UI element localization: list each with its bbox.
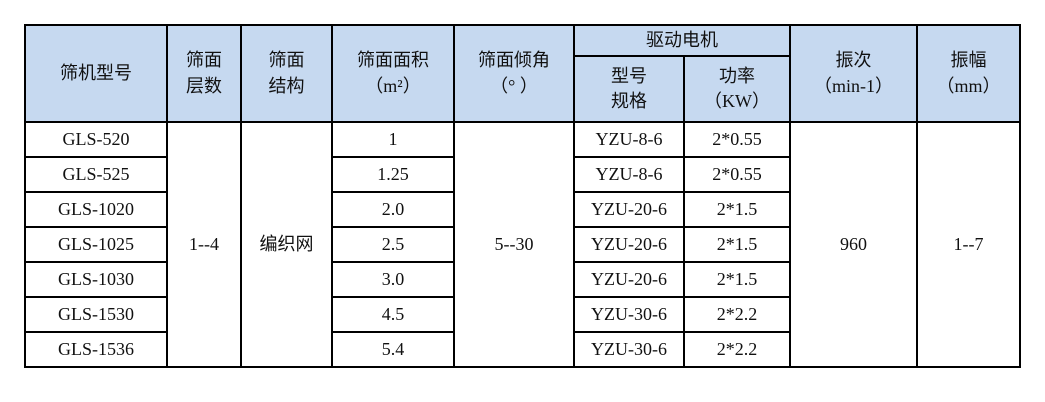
cell-frequency: 960 (789, 121, 918, 368)
cell-motor-model: YZU-8-6 (573, 121, 685, 158)
cell-area: 3.0 (331, 261, 455, 298)
header-area: 筛面面积 （m²） (331, 24, 455, 123)
cell-motor-model: YZU-20-6 (573, 261, 685, 298)
cell-angle: 5--30 (453, 121, 575, 368)
header-amplitude: 振幅 （mm） (916, 24, 1021, 123)
cell-motor-power: 2*1.5 (683, 191, 791, 228)
header-motor-power: 功率 （KW） (683, 55, 791, 123)
cell-model: GLS-1020 (24, 191, 168, 228)
cell-model: GLS-1025 (24, 226, 168, 263)
cell-motor-model: YZU-20-6 (573, 226, 685, 263)
cell-area: 1.25 (331, 156, 455, 193)
header-structure: 筛面 结构 (240, 24, 333, 123)
cell-area: 4.5 (331, 296, 455, 333)
cell-motor-power: 2*2.2 (683, 331, 791, 368)
cell-area: 1 (331, 121, 455, 158)
cell-motor-power: 2*0.55 (683, 121, 791, 158)
cell-amplitude: 1--7 (916, 121, 1021, 368)
cell-motor-power: 2*2.2 (683, 296, 791, 333)
cell-layers: 1--4 (166, 121, 242, 368)
header-motor-model: 型号 规格 (573, 55, 685, 123)
cell-model: GLS-1530 (24, 296, 168, 333)
cell-model: GLS-1030 (24, 261, 168, 298)
cell-area: 5.4 (331, 331, 455, 368)
cell-motor-model: YZU-8-6 (573, 156, 685, 193)
cell-model: GLS-525 (24, 156, 168, 193)
table-row: GLS-1020 2.0 YZU-20-6 2*1.5 (24, 191, 1020, 228)
cell-motor-model: YZU-30-6 (573, 296, 685, 333)
table-row: GLS-525 1.25 YZU-8-6 2*0.55 (24, 156, 1020, 193)
header-angle: 筛面倾角 （° ） (453, 24, 575, 123)
cell-area: 2.0 (331, 191, 455, 228)
table-row: GLS-1030 3.0 YZU-20-6 2*1.5 (24, 261, 1020, 298)
header-frequency: 振次 （min-1） (789, 24, 918, 123)
header-layers: 筛面 层数 (166, 24, 242, 123)
table-row: GLS-1025 2.5 YZU-20-6 2*1.5 (24, 226, 1020, 263)
cell-motor-model: YZU-20-6 (573, 191, 685, 228)
table-row: GLS-1536 5.4 YZU-30-6 2*2.2 (24, 331, 1020, 368)
cell-motor-model: YZU-30-6 (573, 331, 685, 368)
cell-motor-power: 2*1.5 (683, 226, 791, 263)
cell-motor-power: 2*0.55 (683, 156, 791, 193)
cell-model: GLS-520 (24, 121, 168, 158)
table-row: GLS-520 1--4 编织网 1 5--30 YZU-8-6 2*0.55 960 1--7 (24, 121, 1021, 368)
header-motor: 驱动电机 (573, 24, 791, 57)
header-model: 筛机型号 (24, 24, 168, 123)
cell-motor-power: 2*1.5 (683, 261, 791, 298)
screen-spec-table: 筛机型号 筛面 层数 筛面 结构 筛面面积 （m²） 筛面倾角 （° ） 驱动电机 振次… (24, 24, 1021, 368)
cell-structure: 编织网 (240, 121, 333, 368)
cell-model: GLS-1536 (24, 331, 168, 368)
table-row: GLS-1530 4.5 YZU-30-6 2*2.2 (24, 296, 1020, 333)
cell-area: 2.5 (331, 226, 455, 263)
